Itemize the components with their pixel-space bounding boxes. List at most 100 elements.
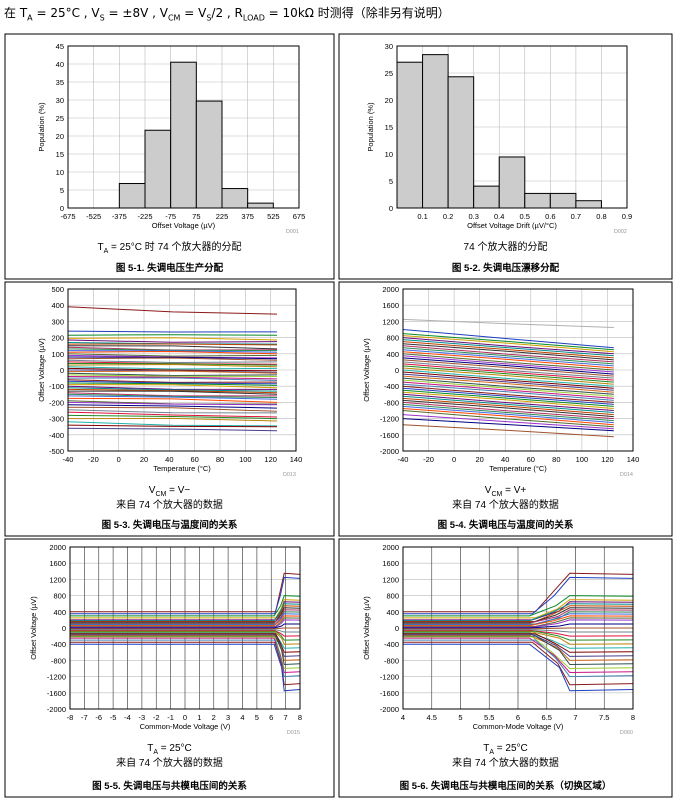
chart-note: TA = 25°C 时 74 个放大器的分配 [98, 240, 242, 255]
series-line [70, 595, 301, 617]
x-tick-label: 3 [226, 713, 230, 722]
x-tick-label: 60 [190, 455, 198, 464]
series-line [67, 363, 278, 366]
series-line [67, 348, 278, 352]
y-tick-label: 500 [51, 285, 64, 294]
series-line [67, 356, 278, 360]
x-tick-label: 140 [290, 455, 303, 464]
x-tick-label: 7 [573, 713, 577, 722]
series-line [402, 347, 614, 365]
x-tick-label: 375 [241, 212, 254, 221]
series-line [402, 359, 614, 377]
x-tick-label: 5 [458, 713, 462, 722]
y-tick-label: 0 [60, 366, 64, 375]
series-line [402, 410, 614, 428]
y-tick-label: 5 [389, 177, 393, 186]
series-line [67, 395, 278, 400]
x-tick-label: 0.7 [571, 212, 581, 221]
x-tick-label: -6 [95, 713, 102, 722]
x-tick-label: -7 [81, 713, 88, 722]
series-line [402, 351, 614, 369]
y-tick-label: 1200 [49, 575, 66, 584]
x-tick-label: 4 [240, 713, 244, 722]
series-line [70, 630, 301, 641]
figure-title: 图 5-1. 失调电压生产分配 [116, 262, 224, 274]
series-line [402, 329, 614, 349]
y-tick-label: -800 [384, 656, 399, 665]
x-tick-label: -525 [86, 212, 101, 221]
figure-code: D014 [620, 472, 633, 478]
bar [396, 61, 424, 209]
series-line [402, 333, 614, 351]
tick-labels: -2000-1600-1200-800-40004008001200160020… [380, 285, 639, 464]
series-line [67, 306, 278, 315]
series-line [403, 631, 634, 645]
series-line [67, 350, 278, 353]
series-line [402, 363, 614, 381]
y-tick-label: 200 [51, 334, 64, 343]
chart-note: 来自 74 个放大器的数据 [116, 498, 223, 511]
series-line [70, 634, 301, 661]
x-axis-label: Common-Mode Voltage (V) [473, 722, 564, 731]
x-tick-label: 6 [269, 713, 273, 722]
series-line [402, 375, 614, 393]
series-line [402, 355, 614, 373]
x-tick-label: 2 [212, 713, 216, 722]
series-line [402, 345, 614, 363]
series-group [403, 572, 634, 692]
tick-labels: -500-400-300-200-1000100200300400500-40-… [49, 285, 302, 464]
series-line [402, 341, 614, 359]
plot-frame [402, 288, 634, 452]
x-axis-label: Temperature (°C) [489, 464, 547, 473]
y-tick-label: -1600 [47, 689, 66, 698]
x-tick-label: 40 [501, 455, 509, 464]
y-tick-label: -2000 [380, 447, 399, 456]
y-tick-label: -300 [49, 415, 64, 424]
bar [549, 192, 577, 209]
series-line [70, 632, 301, 649]
series-line [67, 334, 278, 336]
y-tick-label: 45 [56, 42, 64, 51]
series-line [402, 337, 614, 355]
chart-note: VCM = V− [149, 485, 191, 498]
tick-labels: 0 5 10 15 20 25 30 35 40 45 -675 -525 -375 -225 -75 75 2… [56, 42, 306, 221]
tick-labels: 0 5 10 15 20 25 30 0.1 0.2 0.3 0.4 0.5 0.6 0.7 0.8 0.9 [385, 42, 633, 221]
plot-frame [67, 45, 300, 209]
chart-note: 来自 74 个放大器的数据 [452, 756, 559, 769]
bar [575, 200, 602, 209]
series-line [70, 603, 301, 622]
series-line [67, 388, 278, 394]
series-line [67, 379, 278, 383]
series-line [70, 607, 301, 623]
y-tick-label: 0 [389, 204, 393, 213]
series-line [403, 629, 634, 637]
series-line [403, 629, 633, 633]
bar [221, 188, 249, 209]
series-line [403, 617, 634, 627]
x-tick-label: 6.5 [542, 713, 552, 722]
series-line [402, 343, 614, 361]
series-line [70, 641, 301, 686]
series-group [402, 318, 614, 438]
x-tick-label: 6 [516, 713, 520, 722]
series-line [402, 377, 614, 395]
bar [247, 202, 274, 209]
series-line [403, 636, 634, 670]
series-line [67, 367, 278, 372]
y-tick-label: 30 [56, 96, 64, 105]
x-tick-label: 7.5 [599, 713, 609, 722]
x-tick-label: -1 [167, 713, 174, 722]
chart-note: TA = 25°C [483, 743, 528, 756]
series-line [403, 607, 634, 623]
x-tick-label: 675 [293, 212, 306, 221]
series-line [70, 629, 301, 637]
bar [170, 61, 197, 209]
series-line [70, 619, 301, 628]
figure-code: D015 [287, 730, 300, 736]
series-line [67, 339, 278, 343]
chart-note: TA = 25°C [147, 743, 192, 756]
x-tick-label: 100 [239, 455, 252, 464]
series-line [67, 345, 278, 350]
x-tick-label: 0.2 [443, 212, 453, 221]
series-line [402, 371, 614, 389]
